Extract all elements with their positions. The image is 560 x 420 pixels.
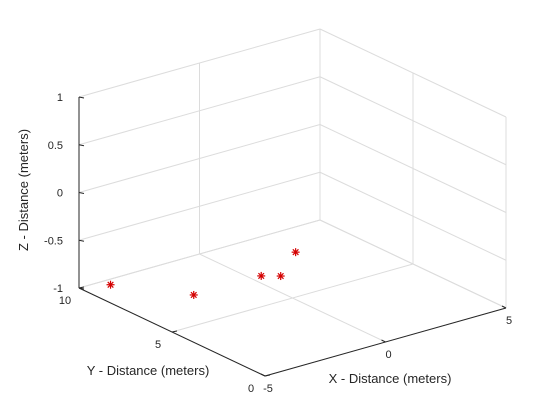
data-point-stroke	[190, 291, 197, 299]
y-tick-label: 0	[248, 383, 254, 395]
floor-grid-line-y	[171, 263, 414, 333]
y-tick-mark	[171, 330, 178, 333]
back-wall-grid-horizontal	[78, 219, 321, 289]
z-tick-mark	[78, 96, 85, 99]
x-tick-label: -5	[263, 383, 273, 395]
x-tick-mark	[260, 373, 266, 377]
y-axis-label: Y - Distance (meters)	[87, 363, 210, 378]
data-point	[291, 248, 300, 257]
z-axis-label: Z - Distance (meters)	[16, 129, 31, 251]
z-tick-mark	[78, 287, 85, 290]
x-tick-label: 5	[506, 315, 512, 327]
z-tick-label: -0.5	[44, 235, 63, 247]
data-point	[189, 290, 198, 299]
grid-layer	[78, 28, 507, 377]
z-tick-mark	[78, 239, 85, 242]
back-wall-grid-horizontal	[78, 124, 321, 193]
back-wall-grid-horizontal	[78, 28, 321, 98]
x-tick-mark	[501, 305, 507, 309]
z-tick-label: 0	[57, 188, 63, 200]
data-point-stroke	[292, 248, 299, 256]
ticks-layer: -5 0 5 0 5 10-1 -0.5 0 0.5 1	[44, 92, 512, 395]
side-wall-grid-horizontal	[319, 219, 507, 309]
data-point	[257, 271, 266, 280]
y-tick-mark	[264, 374, 271, 377]
data-point	[106, 280, 115, 289]
z-tick-mark	[78, 192, 85, 194]
data-points	[106, 248, 300, 299]
x-axis-label: X - Distance (meters)	[329, 371, 452, 386]
x-tick-label: 0	[385, 349, 391, 361]
back-wall-grid-horizontal	[78, 76, 321, 146]
z-tick-label: 0.5	[48, 140, 63, 152]
side-wall-grid-horizontal	[319, 28, 507, 118]
side-wall-grid-horizontal	[319, 76, 507, 166]
data-point-stroke	[277, 272, 284, 280]
y-tick-label: 5	[155, 339, 161, 351]
axes-layer	[78, 97, 507, 377]
data-point-stroke	[107, 281, 114, 288]
z-tick-mark	[78, 144, 85, 147]
data-point	[276, 272, 285, 281]
x-tick-mark	[381, 339, 386, 343]
side-wall-grid-horizontal	[319, 124, 507, 213]
y-tick-label: 10	[59, 295, 71, 307]
z-tick-label: 1	[57, 92, 63, 104]
side-wall-grid-horizontal	[319, 171, 507, 261]
z-tick-label: -1	[53, 283, 63, 295]
back-wall-grid-horizontal	[78, 171, 321, 241]
data-point-stroke	[257, 272, 265, 280]
